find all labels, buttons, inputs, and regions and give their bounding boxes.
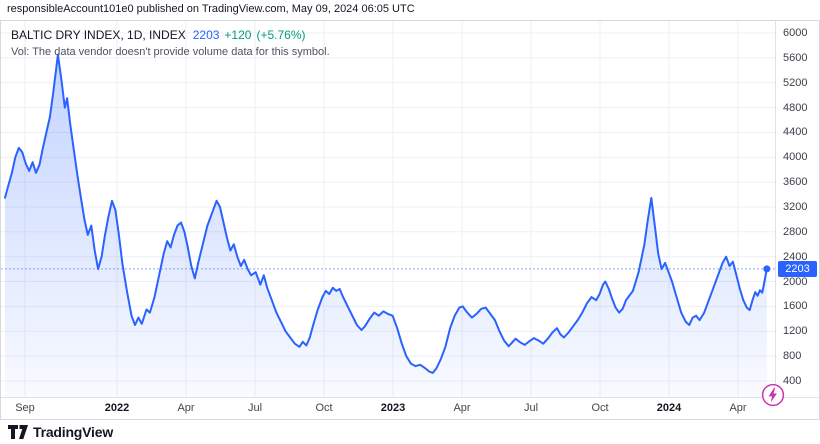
- price-axis[interactable]: 2203 400 800 1200 1600 2000 2400 2800 3200 3600 4…: [775, 21, 819, 397]
- price-tick-label: 3600: [783, 176, 808, 189]
- tradingview-branding[interactable]: TradingView: [8, 424, 113, 440]
- price-tick-label: 400: [783, 374, 802, 387]
- price-tick-label: 1200: [783, 325, 808, 338]
- last-price-badge: 2203: [778, 260, 817, 277]
- time-tick-label: Oct: [315, 402, 333, 414]
- lightning-button[interactable]: [761, 383, 785, 407]
- legend-row-1: BALTIC DRY INDEX, 1D, INDEX 2203 +120 (+5.7…: [11, 28, 330, 43]
- price-tick-label: 2000: [783, 275, 808, 288]
- lightning-icon: [761, 383, 785, 407]
- last-price-value: 2203: [192, 28, 220, 42]
- price-tick-label: 4000: [783, 151, 808, 164]
- chart-card: BALTIC DRY INDEX, 1D, INDEX 2203 +120 (+5.7…: [0, 20, 820, 420]
- price-tick-label: 4400: [783, 126, 808, 139]
- time-tick-label: Apr: [453, 402, 471, 414]
- price-chart: [1, 21, 775, 397]
- price-change-percent: (+5.76%): [256, 28, 306, 42]
- time-tick-label: Apr: [729, 402, 747, 414]
- time-tick-label: 2024: [656, 402, 682, 414]
- price-change: +120: [224, 28, 252, 42]
- price-tick-label: 800: [783, 350, 802, 363]
- symbol-title: BALTIC DRY INDEX, 1D, INDEX: [11, 28, 186, 42]
- tradingview-logo-icon: [8, 425, 28, 439]
- time-tick-label: Apr: [177, 402, 195, 414]
- price-tick-label: 2800: [783, 225, 808, 238]
- price-tick-label: 1600: [783, 300, 808, 313]
- attribution-text: responsibleAccount101e0 published on Tra…: [7, 3, 415, 15]
- time-tick-label: Jul: [523, 402, 539, 414]
- time-tick-label: 2023: [380, 402, 406, 414]
- time-tick-label: 2022: [104, 402, 130, 414]
- price-tick-label: 5200: [783, 76, 808, 89]
- area-fill: [5, 54, 767, 397]
- price-tick-label: 6000: [783, 26, 808, 39]
- price-line: [4, 53, 768, 374]
- symbol-legend: BALTIC DRY INDEX, 1D, INDEX 2203 +120 (+5.7…: [11, 28, 330, 60]
- chart-pane[interactable]: [1, 21, 775, 397]
- price-tick-label: 4800: [783, 101, 808, 114]
- price-tick-label: 3200: [783, 200, 808, 213]
- price-tick-label: 5600: [783, 51, 808, 64]
- brand-wordmark: TradingView: [33, 424, 114, 440]
- price-tick-label: 2400: [783, 250, 808, 263]
- volume-note: Vol: The data vendor doesn't provide vol…: [11, 46, 330, 58]
- time-tick-label: Oct: [591, 402, 609, 414]
- last-point-marker: [763, 265, 771, 273]
- time-tick-label: Jul: [247, 402, 263, 414]
- time-tick-label: Sep: [15, 402, 35, 414]
- time-axis[interactable]: Sep 2022 Apr Jul Oct 2023 Apr Jul Oct 2024 Apr: [1, 397, 819, 419]
